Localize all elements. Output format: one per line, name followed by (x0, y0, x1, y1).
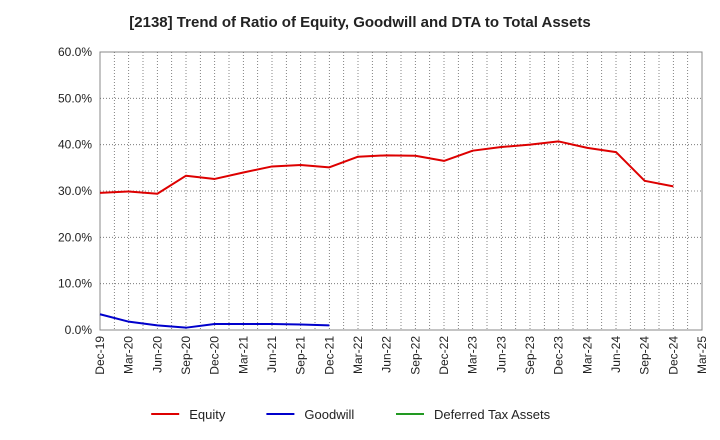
x-tick-label: Jun-23 (494, 336, 508, 373)
x-tick-label: Dec-24 (666, 336, 680, 375)
x-tick-label: Sep-24 (638, 336, 652, 375)
legend: Equity Goodwill Deferred Tax Assets (151, 407, 551, 422)
x-tick-label: Mar-25 (695, 336, 709, 374)
x-tick-label: Jun-24 (609, 336, 623, 373)
x-tick-label: Sep-22 (408, 336, 422, 375)
x-tick-label: Mar-22 (351, 336, 365, 374)
x-tick-label: Mar-23 (466, 336, 480, 374)
y-tick-label: 60.0% (58, 45, 92, 59)
y-tick-label: 10.0% (58, 277, 92, 291)
x-tick-label: Mar-21 (236, 336, 250, 374)
x-tick-label: Jun-22 (380, 336, 394, 373)
x-tick-label: Jun-20 (150, 336, 164, 373)
x-tick-label: Sep-20 (179, 336, 193, 375)
x-tick-label: Dec-20 (208, 336, 222, 375)
x-axis-ticks: Dec-19 Mar-20 Jun-20 Sep-20 Dec-20 Mar-21 Jun-… (93, 336, 709, 375)
x-tick-label: Dec-22 (437, 336, 451, 375)
chart-title: [2138] Trend of Ratio of Equity, Goodwil… (129, 14, 591, 31)
x-tick-label: Dec-19 (93, 336, 107, 375)
x-tick-label: Dec-23 (552, 336, 566, 375)
y-tick-label: 0.0% (65, 323, 93, 337)
x-tick-label: Mar-24 (580, 336, 594, 374)
legend-label-equity: Equity (189, 407, 226, 422)
x-tick-label: Jun-21 (265, 336, 279, 373)
y-tick-label: 50.0% (58, 91, 92, 105)
y-tick-label: 30.0% (58, 184, 92, 198)
legend-label-goodwill: Goodwill (304, 407, 354, 422)
y-tick-label: 40.0% (58, 138, 92, 152)
x-tick-label: Dec-21 (322, 336, 336, 375)
x-tick-label: Mar-20 (122, 336, 136, 374)
series-line-goodwill (99, 313, 330, 329)
x-tick-label: Sep-21 (294, 336, 308, 375)
y-axis-ticks: 0.0% 10.0% 20.0% 30.0% 40.0% 50.0% 60.0% (58, 45, 92, 337)
series-line-equity (99, 140, 674, 195)
x-tick-label: Sep-23 (523, 336, 537, 375)
grid-lines (100, 52, 702, 330)
y-tick-label: 20.0% (58, 230, 92, 244)
series-lines (99, 140, 674, 329)
legend-label-deferred-tax-assets: Deferred Tax Assets (434, 407, 551, 422)
